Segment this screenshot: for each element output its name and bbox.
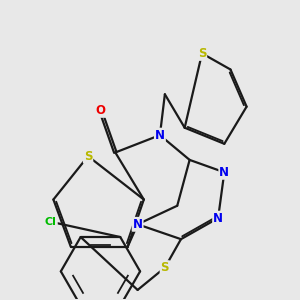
Text: N: N [213, 212, 223, 225]
Text: N: N [155, 129, 165, 142]
Text: N: N [219, 166, 229, 179]
Text: S: S [198, 47, 206, 60]
Text: S: S [160, 261, 169, 274]
Text: S: S [84, 150, 92, 163]
Text: N: N [133, 218, 142, 231]
Text: Cl: Cl [45, 217, 57, 227]
Text: O: O [95, 104, 106, 117]
